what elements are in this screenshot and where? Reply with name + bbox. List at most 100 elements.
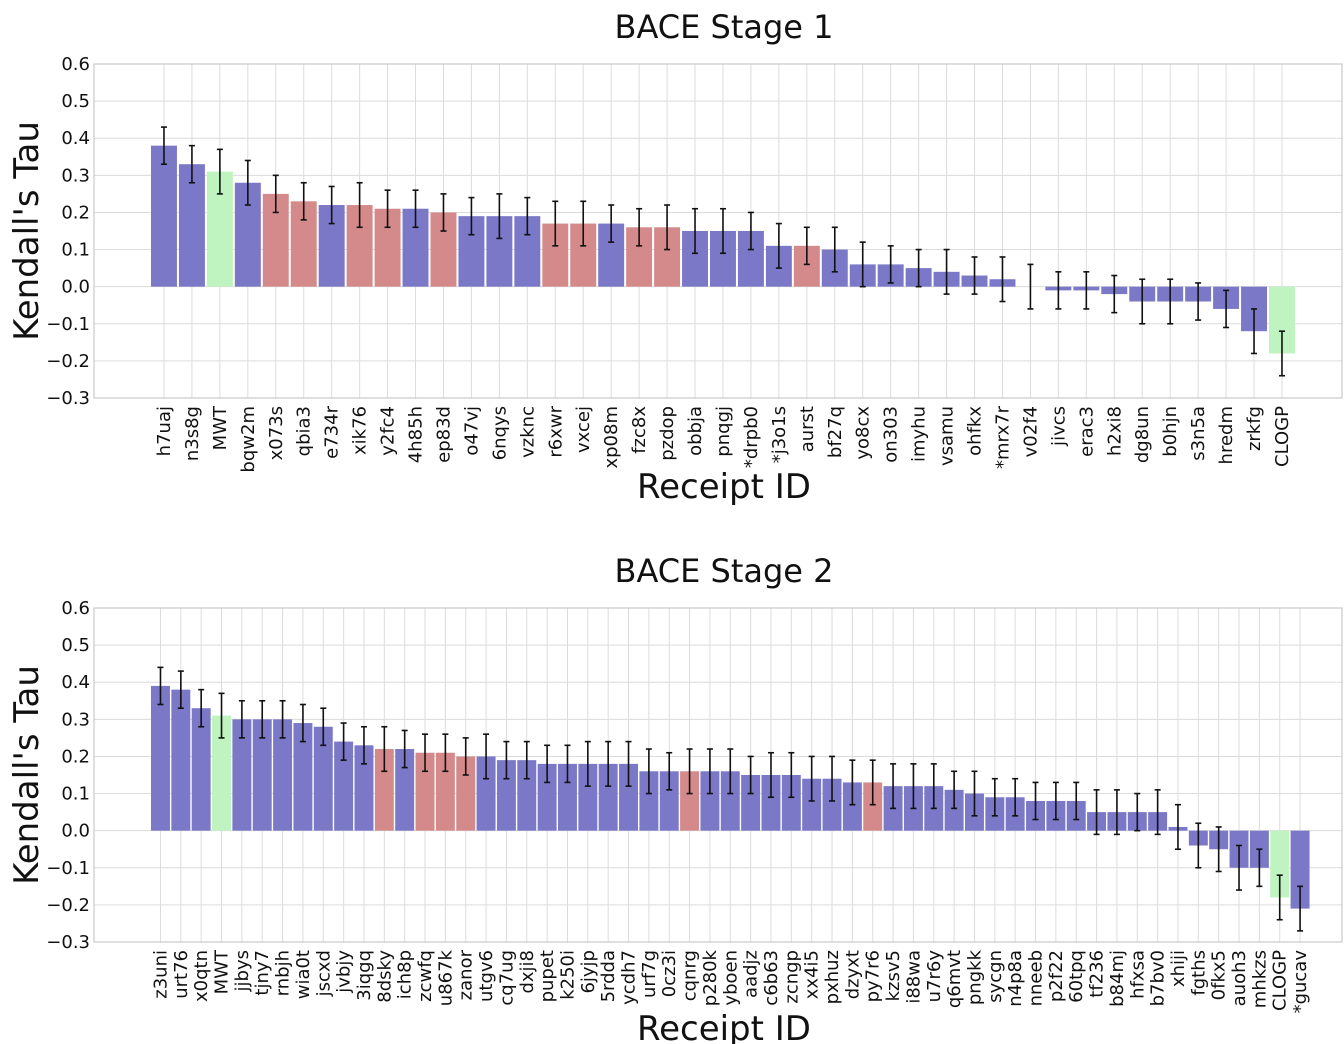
x-tick-label: qbia3 xyxy=(294,406,315,456)
bar-p280k xyxy=(700,771,720,831)
x-tick-label: zanor xyxy=(456,949,477,1000)
y-tick-label: 0.0 xyxy=(61,821,90,842)
x-tick-label: p280k xyxy=(700,949,721,1006)
bar-wia0t xyxy=(293,723,313,831)
x-tick-label: bf27q xyxy=(825,406,846,458)
x-tick-label: 6jyjp xyxy=(578,950,599,994)
x-tick-label: pupet xyxy=(537,950,558,1002)
x-tick-label: auoh3 xyxy=(1229,950,1250,1006)
y-tick-label: 0.4 xyxy=(61,672,90,693)
plot-frame xyxy=(93,63,1343,399)
y-tick-label: 0.0 xyxy=(61,277,90,298)
x-tick-label: fzc8x xyxy=(629,406,650,454)
x-tick-label: *gucav xyxy=(1290,950,1311,1014)
x-tick-label: on303 xyxy=(881,406,902,463)
x-tick-label: kzsv5 xyxy=(883,950,904,1001)
x-tick-label: CLOGP xyxy=(1270,950,1291,1011)
x-tick-label: ep83d xyxy=(433,406,454,463)
chart-panel-2: BACE Stage 2 −0.3 −0.2 −0.1 0.0 0.1 0.2 0.3 0.4 0… xyxy=(7,552,1343,1044)
x-tick-label: r6xwr xyxy=(545,405,566,457)
y-tick-label: −0.3 xyxy=(46,932,90,953)
x-tick-label: utgv6 xyxy=(476,950,497,1002)
x-tick-label: dg8un xyxy=(1132,406,1153,463)
x-tick-label: x073s xyxy=(266,406,287,460)
x-tick-label: 0fkx5 xyxy=(1209,950,1230,1000)
x-tick-label: o47vj xyxy=(461,406,482,456)
x-tick-label: aurst xyxy=(797,406,818,452)
bar-aadjz xyxy=(741,775,761,831)
y-tick-label: −0.1 xyxy=(46,314,90,335)
x-tick-label: jscxd xyxy=(313,950,334,997)
x-tick-label: ich8p xyxy=(395,950,416,999)
x-tick-label: MWT xyxy=(210,405,231,450)
bar-py7r6 xyxy=(863,782,883,831)
chart-panel-1: BACE Stage 1 −0.3 −0.2 −0.1 0.0 0.1 0.2 0.3 0.4 0… xyxy=(7,8,1343,507)
x-tick-label: ohfkx xyxy=(965,406,986,456)
bar-xx4i5 xyxy=(802,778,822,831)
x-tick-label: *j3o1s xyxy=(769,406,790,463)
x-tick-label: wia0t xyxy=(293,950,314,999)
x-tick-label: jjbys xyxy=(232,950,253,992)
y-tick-label: 0.1 xyxy=(61,240,90,261)
bar-zcwfq xyxy=(415,752,435,831)
x-tick-label: xx4i5 xyxy=(802,950,823,999)
x-tick-label: imyhu xyxy=(909,406,930,462)
y-tick-label: 0.2 xyxy=(61,746,90,767)
x-tick-label: zrkfg xyxy=(1244,406,1265,451)
y-tick-label: 0.3 xyxy=(61,709,90,730)
x-tick-label: s3n5a xyxy=(1188,406,1209,461)
bar-x0qtn xyxy=(191,708,211,831)
y-tick-label: 0.5 xyxy=(61,635,90,656)
bar-5rdda xyxy=(598,763,618,831)
x-tick-label: cq7ug xyxy=(496,950,517,1006)
bar-z3uni xyxy=(151,685,170,831)
bar-jjbys xyxy=(232,719,252,831)
y-axis-label: Kendall's Tau xyxy=(7,121,47,341)
x-tick-label: obbja xyxy=(685,406,706,456)
y-tick-label: −0.3 xyxy=(46,388,90,409)
bar-pxhuz xyxy=(822,778,842,831)
bar-0cz3i xyxy=(659,771,679,831)
x-tick-label: zcwfq xyxy=(415,950,436,1002)
bar-utgv6 xyxy=(476,756,496,831)
x-tick-label: 5rdda xyxy=(598,950,619,1002)
x-tick-label: y2fc4 xyxy=(378,406,399,456)
x-tick-label: n4p8a xyxy=(1005,950,1026,1007)
bar-urt76 xyxy=(171,689,191,831)
x-tick-label: p2f22 xyxy=(1046,950,1067,1002)
bar-zcngp xyxy=(781,775,801,831)
x-tick-label: *drpb0 xyxy=(741,406,762,468)
bar-ycdh7 xyxy=(619,763,638,831)
x-tick-label: jvbjy xyxy=(334,950,355,994)
x-tick-label: mhkzs xyxy=(1249,950,1270,1008)
x-tick-label: vxcej xyxy=(573,406,594,453)
bar-k250i xyxy=(558,763,577,831)
x-tick-label: x0qtn xyxy=(191,950,212,1002)
bar-c6b63 xyxy=(761,775,781,831)
x-tick-label: v02f4 xyxy=(1020,406,1041,457)
x-tick-label: 8dsky xyxy=(374,950,395,1003)
y-tick-label: 0.1 xyxy=(61,784,90,805)
x-tick-label: fgths xyxy=(1188,950,1209,996)
x-axis-label: Receipt ID xyxy=(637,467,811,507)
x-tick-label: MWT xyxy=(212,949,233,994)
y-tick-label: 0.6 xyxy=(61,598,90,619)
x-tick-label: 3iqgq xyxy=(354,950,375,1001)
x-tick-label: pzdop xyxy=(657,406,678,461)
x-axis-label: Receipt ID xyxy=(637,1009,811,1044)
plot-frame xyxy=(93,607,1343,943)
y-tick-label: −0.1 xyxy=(46,858,90,879)
bar-dzyxt xyxy=(842,782,862,831)
y-axis-label: Kendall's Tau xyxy=(7,665,47,885)
x-tick-label: hfxsa xyxy=(1127,950,1148,999)
y-tick-label: 0.6 xyxy=(61,54,90,75)
bar-jvbjy xyxy=(334,741,354,831)
x-tick-label: vsamu xyxy=(937,406,958,466)
x-tick-label: c6b63 xyxy=(761,950,782,1006)
bar-ich8p xyxy=(395,749,415,831)
bar-cqnrg xyxy=(680,771,700,831)
x-tick-label: xhiji xyxy=(1168,950,1189,987)
y-tick-label: 0.4 xyxy=(61,128,90,149)
bar-q6mvt xyxy=(944,789,964,831)
